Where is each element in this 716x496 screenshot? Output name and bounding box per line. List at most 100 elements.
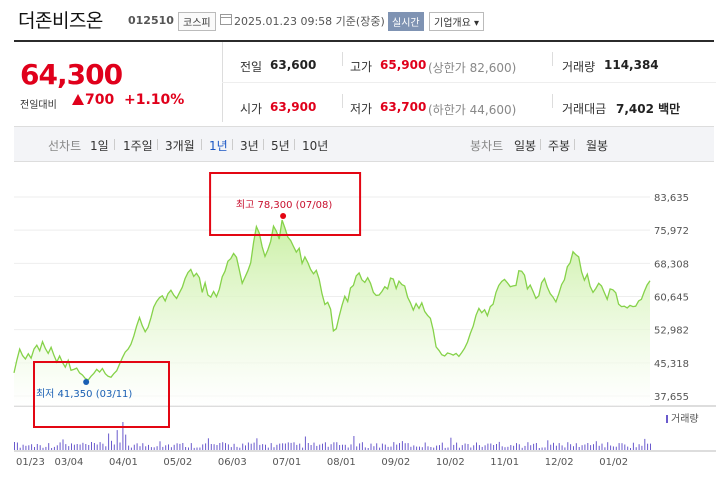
volume-bar: [113, 444, 115, 450]
volume-bar: [530, 445, 532, 450]
tab-weekly[interactable]: 주봉: [548, 139, 571, 153]
tab-3y[interactable]: 3년: [240, 139, 259, 153]
amount-value: 7,402 백만: [616, 102, 681, 116]
header-divider: [14, 40, 714, 42]
volume-bar: [190, 443, 192, 450]
stock-name: 더존비즈온: [18, 10, 103, 32]
volume-bar: [598, 445, 600, 450]
volume-bar: [484, 445, 486, 450]
min-point: [83, 379, 90, 385]
volume-bar: [347, 447, 349, 450]
volume-bar: [173, 444, 175, 450]
volume-bar: [236, 446, 238, 450]
volume-bar: [510, 445, 512, 450]
volume-bar: [324, 442, 326, 450]
calendar-icon: [220, 14, 232, 25]
volume-bar: [267, 447, 269, 450]
volume-bar: [304, 436, 306, 450]
tab-10y[interactable]: 10년: [302, 139, 329, 153]
tab-1d[interactable]: 1일: [90, 139, 109, 153]
volume-bar: [28, 445, 30, 450]
open-label: 시가: [240, 102, 263, 116]
volume-bar: [245, 445, 246, 450]
volume-bar: [496, 444, 497, 450]
volume-bar: [42, 447, 44, 450]
volume-bar: [464, 443, 466, 450]
volume-bar: [558, 443, 560, 450]
volume-bar: [262, 444, 264, 450]
volume-bar: [71, 443, 72, 450]
tab-3m[interactable]: 3개월: [165, 139, 195, 153]
volume-bar: [82, 442, 84, 450]
volume-bar: [330, 444, 332, 450]
volume-bar: [547, 440, 549, 450]
volume-bar: [76, 444, 78, 450]
volume-bar: [148, 444, 149, 450]
volume-bar: [441, 442, 443, 450]
x-tick-label: 01/02: [599, 457, 628, 468]
tab-5y[interactable]: 5년: [271, 139, 290, 153]
volume-bar: [128, 445, 130, 450]
volume-bar: [444, 447, 446, 450]
stock-code: 012510: [128, 14, 174, 27]
volume-bar: [524, 445, 526, 450]
volume-bar: [581, 445, 583, 450]
volume-bar: [424, 442, 426, 450]
volume-bar: [290, 442, 292, 450]
volume-bar: [390, 446, 392, 450]
volume-bar: [632, 442, 634, 450]
volume-bar: [575, 443, 577, 450]
volume-bar: [287, 442, 289, 450]
volume-bar: [647, 443, 649, 450]
volume-bar: [116, 430, 118, 450]
volume-bar: [239, 447, 241, 450]
volume-bar: [439, 445, 440, 450]
tab-daily[interactable]: 일봉: [514, 139, 537, 153]
company-overview-button[interactable]: 기업개요 ▾: [429, 12, 484, 31]
y-tick-label: 75,972: [654, 226, 689, 237]
chart-svg: 83,635 75,972 68,308 60,645 52,982 45,318 37,6…: [13, 172, 716, 468]
upper-limit: (상한가 82,600): [428, 61, 517, 75]
volume-bar: [293, 442, 295, 450]
volume-bar: [68, 446, 70, 450]
volume-bar: [538, 448, 540, 450]
y-tick-label: 83,635: [654, 193, 689, 204]
prev-close-label: 전일: [240, 60, 263, 74]
volume-bar: [313, 442, 315, 450]
volume-bar: [447, 447, 449, 450]
volume-bar: [85, 444, 87, 450]
volume-bar: [59, 442, 61, 450]
volume-bar: [259, 444, 261, 450]
volume-bar: [353, 436, 355, 450]
volume-bar: [470, 447, 472, 450]
volume-bar: [627, 446, 629, 450]
max-point: [280, 213, 287, 219]
volume-bar: [22, 444, 24, 450]
volume-bar: [93, 443, 95, 450]
volume-bar: [593, 444, 594, 450]
volume-bar: [145, 446, 147, 450]
tab-1y[interactable]: 1년: [209, 139, 228, 153]
volume-bar: [142, 443, 144, 450]
volume-bar: [376, 443, 378, 450]
min-highlight-box: [33, 361, 170, 428]
volume-bar: [310, 445, 312, 450]
volume-bar: [501, 446, 503, 450]
change-label: 전일대비: [20, 100, 57, 111]
x-tick-label: 12/02: [545, 457, 574, 468]
volume-bar: [253, 442, 255, 450]
volume-bar: [453, 444, 455, 450]
realtime-button[interactable]: 실시간: [388, 12, 424, 31]
tab-1w[interactable]: 1주일: [123, 139, 153, 153]
volume-bar: [14, 442, 15, 450]
volume-bar: [222, 442, 224, 450]
volume-bar: [213, 444, 215, 450]
volume-bar: [270, 443, 272, 450]
tab-monthly[interactable]: 월봉: [586, 139, 609, 153]
price-summary: 64,300 전일대비 700 +1.10%: [14, 42, 222, 122]
chart-tabs: 선차트 1일 1주일 3개월 1년 3년 5년 10년 봉차트 일봉 주봉 월봉: [14, 126, 714, 162]
volume-bar: [387, 446, 389, 450]
volume-legend: 거래량: [671, 413, 699, 425]
volume-bar: [156, 446, 158, 450]
volume-bar: [247, 442, 249, 450]
